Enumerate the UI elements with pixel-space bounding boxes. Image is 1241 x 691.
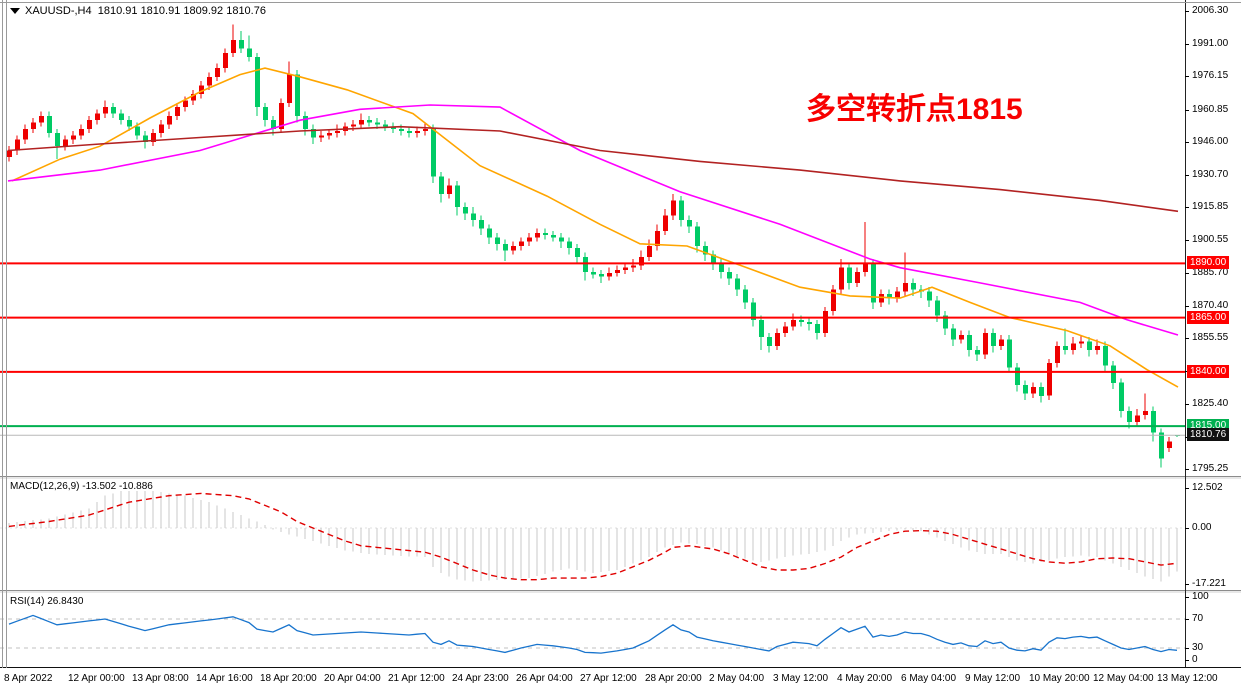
price-level-badge: 1890.00 xyxy=(1187,256,1230,269)
rsi-tick xyxy=(1185,648,1189,649)
price-tick-label: 1870.40 xyxy=(1192,300,1229,311)
time-tick-label: 3 May 12:00 xyxy=(773,673,829,684)
ma-mid-magenta xyxy=(7,104,1179,336)
price-tick-label: 1825.40 xyxy=(1192,398,1229,409)
price-tick-label: 1960.85 xyxy=(1192,104,1229,115)
rsi-line xyxy=(8,614,1178,654)
price-tick-label: 1795.25 xyxy=(1192,463,1229,474)
time-tick-label: 8 Apr 2022 xyxy=(4,673,53,684)
time-tick-label: 26 Apr 04:00 xyxy=(516,673,573,684)
macd-signal-line xyxy=(8,492,1178,581)
rsi-label: RSI(14) 26.8430 xyxy=(10,596,84,607)
time-tick-label: 4 May 20:00 xyxy=(837,673,893,684)
price-level-badge: 1840.00 xyxy=(1187,365,1230,378)
ma-fast-orange xyxy=(11,67,1179,388)
macd-tick xyxy=(1185,488,1189,489)
price-tick xyxy=(1185,76,1189,77)
price-tick-label: 1915.85 xyxy=(1192,201,1229,212)
macd-tick-label: -17.221 xyxy=(1192,578,1226,589)
price-tick-label: 1991.00 xyxy=(1192,38,1229,49)
time-tick-label: 13 May 12:00 xyxy=(1157,673,1218,684)
price-tick xyxy=(1185,240,1189,241)
macd-tick xyxy=(1185,584,1189,585)
time-tick-label: 20 Apr 04:00 xyxy=(324,673,381,684)
rsi-tick-label: 70 xyxy=(1192,613,1204,624)
price-tick xyxy=(1185,404,1189,405)
price-axis-separator xyxy=(1185,0,1186,667)
time-tick-label: 28 Apr 20:00 xyxy=(645,673,702,684)
macd-tick-label: 12.502 xyxy=(1192,482,1223,493)
annotation-text: 多空转折点1815 xyxy=(806,93,1023,126)
price-tick-label: 1946.00 xyxy=(1192,136,1229,147)
time-tick-label: 13 Apr 08:00 xyxy=(132,673,189,684)
time-tick-label: 14 Apr 16:00 xyxy=(196,673,253,684)
price-tick-label: 1976.15 xyxy=(1192,70,1229,81)
window-left-bezel xyxy=(2,0,7,691)
time-tick-label: 12 Apr 00:00 xyxy=(68,673,125,684)
symbol-name: XAUUSD-,H4 xyxy=(25,5,92,17)
price-tick xyxy=(1185,44,1189,45)
price-tick xyxy=(1185,11,1189,12)
price-tick-label: 1855.55 xyxy=(1192,332,1229,343)
symbol-dropdown-icon[interactable] xyxy=(10,8,20,14)
ma-slow-darkred xyxy=(7,125,1179,213)
price-tick xyxy=(1185,273,1189,274)
time-tick-label: 9 May 12:00 xyxy=(965,673,1021,684)
price-tick xyxy=(1185,469,1189,470)
price-tick xyxy=(1185,175,1189,176)
time-tick-label: 27 Apr 12:00 xyxy=(580,673,637,684)
macd-tick-label: 0.00 xyxy=(1192,522,1212,533)
panel-divider-rsi[interactable] xyxy=(0,590,1241,594)
rsi-tick-label: 0 xyxy=(1192,654,1198,665)
time-tick-label: 12 May 04:00 xyxy=(1093,673,1154,684)
macd-histogram xyxy=(8,490,1178,582)
price-tick-label: 1885.70 xyxy=(1192,267,1229,278)
macd-panel-canvas[interactable] xyxy=(0,478,1185,590)
price-tick xyxy=(1185,142,1189,143)
price-tick xyxy=(1185,207,1189,208)
price-tick-label: 2006.30 xyxy=(1192,5,1229,16)
price-level-badge: 1865.00 xyxy=(1187,311,1230,324)
time-tick-label: 18 Apr 20:00 xyxy=(260,673,317,684)
macd-tick xyxy=(1185,528,1189,529)
time-tick-label: 10 May 20:00 xyxy=(1029,673,1090,684)
rsi-tick-label: 30 xyxy=(1192,642,1204,653)
rsi-tick xyxy=(1185,660,1189,661)
ohlc-readout: 1810.91 1810.91 1809.92 1810.76 xyxy=(97,5,266,17)
price-tick xyxy=(1185,306,1189,307)
time-tick-label: 2 May 04:00 xyxy=(709,673,765,684)
window-top-bezel xyxy=(0,2,1241,5)
main-chart-canvas[interactable] xyxy=(0,0,1185,477)
symbol-header: XAUUSD-,H4 1810.91 1810.91 1809.92 1810.… xyxy=(10,5,266,17)
macd-label: MACD(12,26,9) -13.502 -10.886 xyxy=(10,481,153,492)
candlesticks xyxy=(7,24,1180,468)
price-tick xyxy=(1185,110,1189,111)
price-tick-label: 1900.55 xyxy=(1192,234,1229,245)
rsi-tick xyxy=(1185,619,1189,620)
time-axis[interactable]: 8 Apr 2022 12 Apr 00:00 13 Apr 08:00 14 Apr… xyxy=(0,668,1241,691)
time-axis-line xyxy=(0,667,1241,668)
rsi-tick-label: 100 xyxy=(1192,591,1209,602)
price-tick-label: 1930.70 xyxy=(1192,169,1229,180)
time-tick-label: 24 Apr 23:00 xyxy=(452,673,509,684)
rsi-panel-canvas[interactable] xyxy=(0,593,1185,667)
time-tick-label: 6 May 04:00 xyxy=(901,673,957,684)
rsi-tick xyxy=(1185,597,1189,598)
time-tick-label: 21 Apr 12:00 xyxy=(388,673,445,684)
price-tick xyxy=(1185,338,1189,339)
panel-divider-macd[interactable] xyxy=(0,476,1241,480)
price-level-badge: 1810.76 xyxy=(1187,428,1230,441)
